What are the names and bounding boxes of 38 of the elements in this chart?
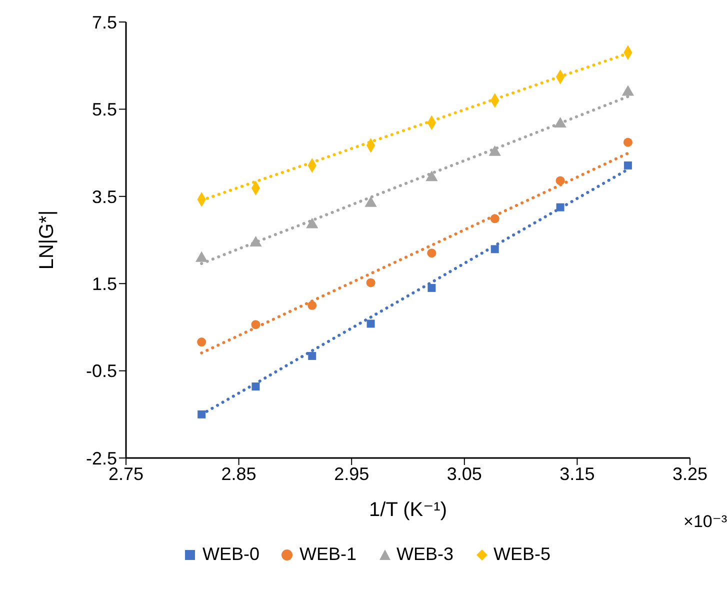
- point: [556, 176, 565, 186]
- y-tick-label: -0.5: [86, 361, 117, 382]
- point: [623, 138, 632, 147]
- point: [366, 320, 375, 328]
- x-tick-label: 2.85: [221, 464, 256, 484]
- y-tick-label: 3.5: [92, 186, 117, 207]
- point: [624, 161, 632, 170]
- line-series: [200, 152, 630, 354]
- x-axis-title: 1/T (K⁻¹): [369, 499, 447, 521]
- legend-label: WEB-3: [396, 544, 454, 565]
- text: ×10⁻³: [684, 512, 727, 532]
- point: [308, 352, 316, 360]
- point: [622, 85, 634, 96]
- point: [197, 338, 206, 347]
- legend-label: WEB-5: [494, 544, 551, 565]
- y-axis-title: LN|G*|: [36, 210, 58, 270]
- point: [427, 248, 436, 258]
- point: [490, 214, 500, 224]
- point: [556, 203, 564, 212]
- y-tick-label: 5.5: [92, 100, 117, 120]
- y-tick-label: 7.5: [92, 12, 117, 32]
- y-tick-label: 1.5: [92, 274, 117, 294]
- x-tick-label: 3.25: [672, 464, 708, 484]
- point: [198, 410, 206, 418]
- x-tick-label: 3.05: [446, 464, 482, 484]
- legend-label: WEB-0: [202, 544, 260, 565]
- point: [490, 245, 499, 254]
- point: [366, 278, 376, 288]
- point: [308, 300, 317, 310]
- point: [251, 320, 260, 330]
- legend-label: WEB-1: [299, 544, 356, 565]
- point: [426, 170, 438, 182]
- x-tick-label: 2.95: [334, 464, 370, 484]
- point: [250, 236, 262, 247]
- x-tick-label: 3.15: [560, 464, 595, 484]
- point: [252, 382, 260, 390]
- point: [428, 284, 436, 292]
- point: [554, 117, 566, 128]
